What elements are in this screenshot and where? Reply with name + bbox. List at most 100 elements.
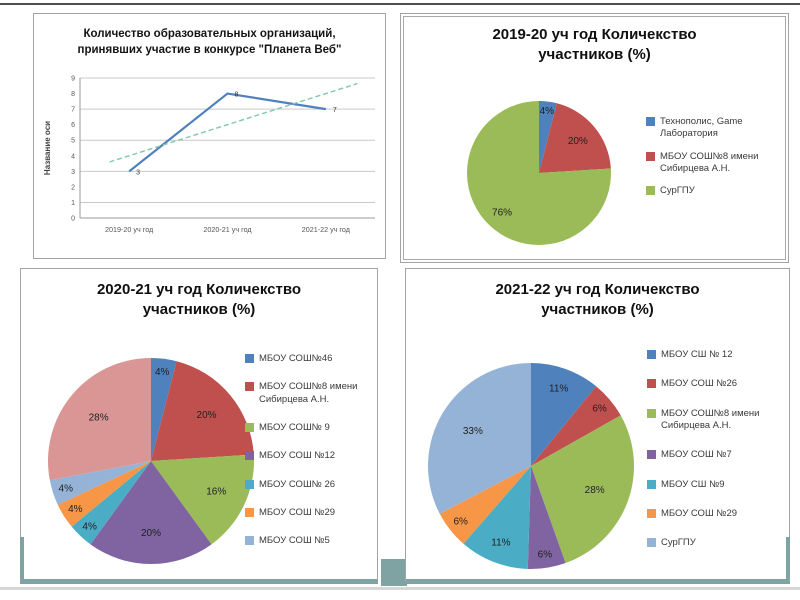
legend-label: МБОУ СОШ №12: [259, 450, 336, 462]
legend-label: МБОУ СОШ№ 9: [259, 422, 330, 434]
legend-label: СурГПУ: [661, 537, 696, 549]
slice-percent-label: 16%: [206, 487, 226, 498]
pie-slice: [439, 466, 531, 544]
legend-marker: [647, 379, 656, 389]
pie-slice: [49, 461, 151, 505]
legend-label: МБОУ СОШ№46: [259, 353, 333, 364]
pie-slice: [527, 466, 566, 569]
data-label: 7: [333, 107, 337, 114]
slice-percent-label: 4%: [155, 367, 170, 378]
pie-title-2021-22: 2021-22 уч год Количекство участников (%…: [495, 281, 700, 318]
pie-slice: [467, 101, 611, 246]
legend-item: МБОУ СОШ№ 9: [245, 422, 371, 434]
legend-label: МБОУ СОШ №29: [259, 507, 336, 519]
legend-item: МБОУ СОШ№46: [245, 353, 371, 365]
slice-percent-label: 33%: [463, 426, 483, 437]
pie-slice: [539, 103, 611, 173]
pie-slice: [531, 415, 634, 564]
y-tick-label: 2: [71, 184, 75, 191]
legend-item: МБОУ СОШ№8 имени Сибирцева А.Н.: [646, 151, 778, 176]
line-chart-panel[interactable]: Количество образовательных организаций, …: [33, 13, 386, 259]
slice-percent-label: 76%: [492, 207, 512, 218]
legend-label: МБОУ СШ № 12: [661, 349, 733, 360]
legend-marker: [647, 509, 656, 519]
legend-marker: [646, 151, 655, 161]
legend-label: МБОУ СШ №9: [661, 478, 725, 490]
legend-label: МБОУ СОШ№8 имени Сибирцева А.Н.: [660, 150, 759, 175]
y-tick-label: 1: [71, 200, 75, 207]
legend-label: Технополис, Game Лаборатория: [660, 116, 743, 140]
slice-percent-label: 4%: [68, 504, 83, 515]
legend-item: СурГПУ: [647, 537, 781, 549]
pie-chart-panel-2019-20[interactable]: 2019-20 уч год Количекство участников (%…: [400, 13, 789, 263]
x-tick-label: 2020-21 уч год: [203, 225, 252, 234]
bottom-rule: [0, 587, 800, 590]
legend-item: МБОУ СШ №9: [647, 479, 781, 491]
pie-slice: [463, 466, 531, 569]
legend-2020-21: МБОУ СОШ№46 МБОУ СОШ№8 имени Сибирцева А.…: [245, 353, 371, 564]
legend-marker: [646, 186, 655, 196]
legend-label: СурГПУ: [660, 185, 695, 197]
pie-chart-2021-22: 11% 6% 28% 6% 11% 6% 33%: [428, 363, 634, 569]
legend-label: МБОУ СОШ №7: [661, 449, 732, 461]
series-line: [128, 92, 327, 173]
legend-item: МБОУ СОШ №7: [647, 449, 781, 461]
slice-percent-label: 20%: [568, 136, 588, 147]
legend-item: МБОУ СОШ №29: [647, 508, 781, 520]
slice-percent-label: 11%: [491, 538, 510, 549]
pie-chart-2019-20: 4% 20% 76%: [467, 101, 611, 246]
legend-label: МБОУ СОШ№8 имени Сибирцева А.Н.: [661, 407, 760, 432]
pie-chart-2020-21: 4% 20% 16% 20% 4% 4% 4% 28%: [47, 358, 254, 564]
legend-marker: [245, 423, 254, 433]
y-axis-title: Название оси: [43, 121, 52, 175]
pie-slice: [47, 358, 151, 481]
legend-item: СурГПУ: [646, 185, 778, 197]
data-label: 8: [235, 92, 239, 99]
x-tick-label: 2021-22 уч год: [302, 225, 351, 234]
pie-chart-panel-2021-22[interactable]: 2021-22 уч год Количекство участников (%…: [405, 268, 790, 584]
slice-percent-label: 28%: [585, 485, 605, 496]
pie-slice: [151, 454, 254, 545]
x-tick-label: 2019-20 уч год: [105, 225, 154, 234]
legend-item: МБОУ СОШ №12: [245, 450, 371, 462]
line-chart-title: Количество образовательных организаций, …: [77, 28, 342, 57]
legend-marker: [245, 382, 254, 392]
slice-percent-label: 11%: [549, 383, 568, 394]
pie-slice: [71, 461, 151, 545]
slice-percent-label: 4%: [59, 484, 74, 495]
y-tick-label: 8: [71, 91, 75, 98]
legend-marker: [647, 479, 656, 489]
pie-title-2020-21: 2020-21 уч год Количекство участников (%…: [96, 281, 302, 318]
legend-item: МБОУ СОШ№8 имени Сибирцева А.Н.: [647, 408, 781, 433]
pie-slice: [90, 461, 212, 564]
y-tick-label: 3: [71, 169, 75, 176]
legend-item: МБОУ СОШ№ 26: [245, 479, 371, 491]
teal-accent-block: [381, 559, 407, 586]
pie-slice: [428, 363, 531, 514]
slice-percent-label: 20%: [141, 528, 161, 539]
legend-marker: [245, 479, 254, 489]
pie-chart-panel-2020-21[interactable]: 2020-21 уч год Количекство участников (%…: [20, 268, 378, 584]
legend-label: МБОУ СОШ №5: [259, 535, 330, 547]
data-label: 3: [136, 169, 140, 176]
slice-percent-label: 4%: [540, 106, 555, 117]
legend-marker: [646, 117, 655, 126]
y-tick-label: 9: [71, 76, 75, 83]
legend-item: МБОУ СОШ№8 имени Сибирцева А.Н.: [245, 381, 371, 406]
y-tick-label: 0: [71, 216, 75, 223]
pie-slice: [57, 461, 152, 527]
legend-marker: [647, 538, 656, 548]
legend-label: МБОУ СОШ№ 26: [259, 478, 336, 490]
slice-percent-label: 6%: [592, 403, 607, 414]
legend-label: МБОУ СОШ №29: [661, 508, 738, 520]
y-tick-label: 6: [71, 122, 75, 129]
legend-2021-22: МБОУ СШ № 12 МБОУ СОШ №26 МБОУ СОШ№8 имени…: [647, 349, 781, 567]
slice-percent-label: 20%: [197, 410, 217, 421]
legend-label: МБОУ СОШ №26: [661, 378, 738, 390]
pie-title-2019-20: 2019-20 уч год Количекство участников (%…: [492, 26, 697, 63]
slice-percent-label: 4%: [82, 521, 97, 532]
legend-item: Технополис, Game Лаборатория: [646, 116, 778, 141]
legend-marker: [647, 408, 656, 418]
legend-marker: [245, 508, 254, 518]
